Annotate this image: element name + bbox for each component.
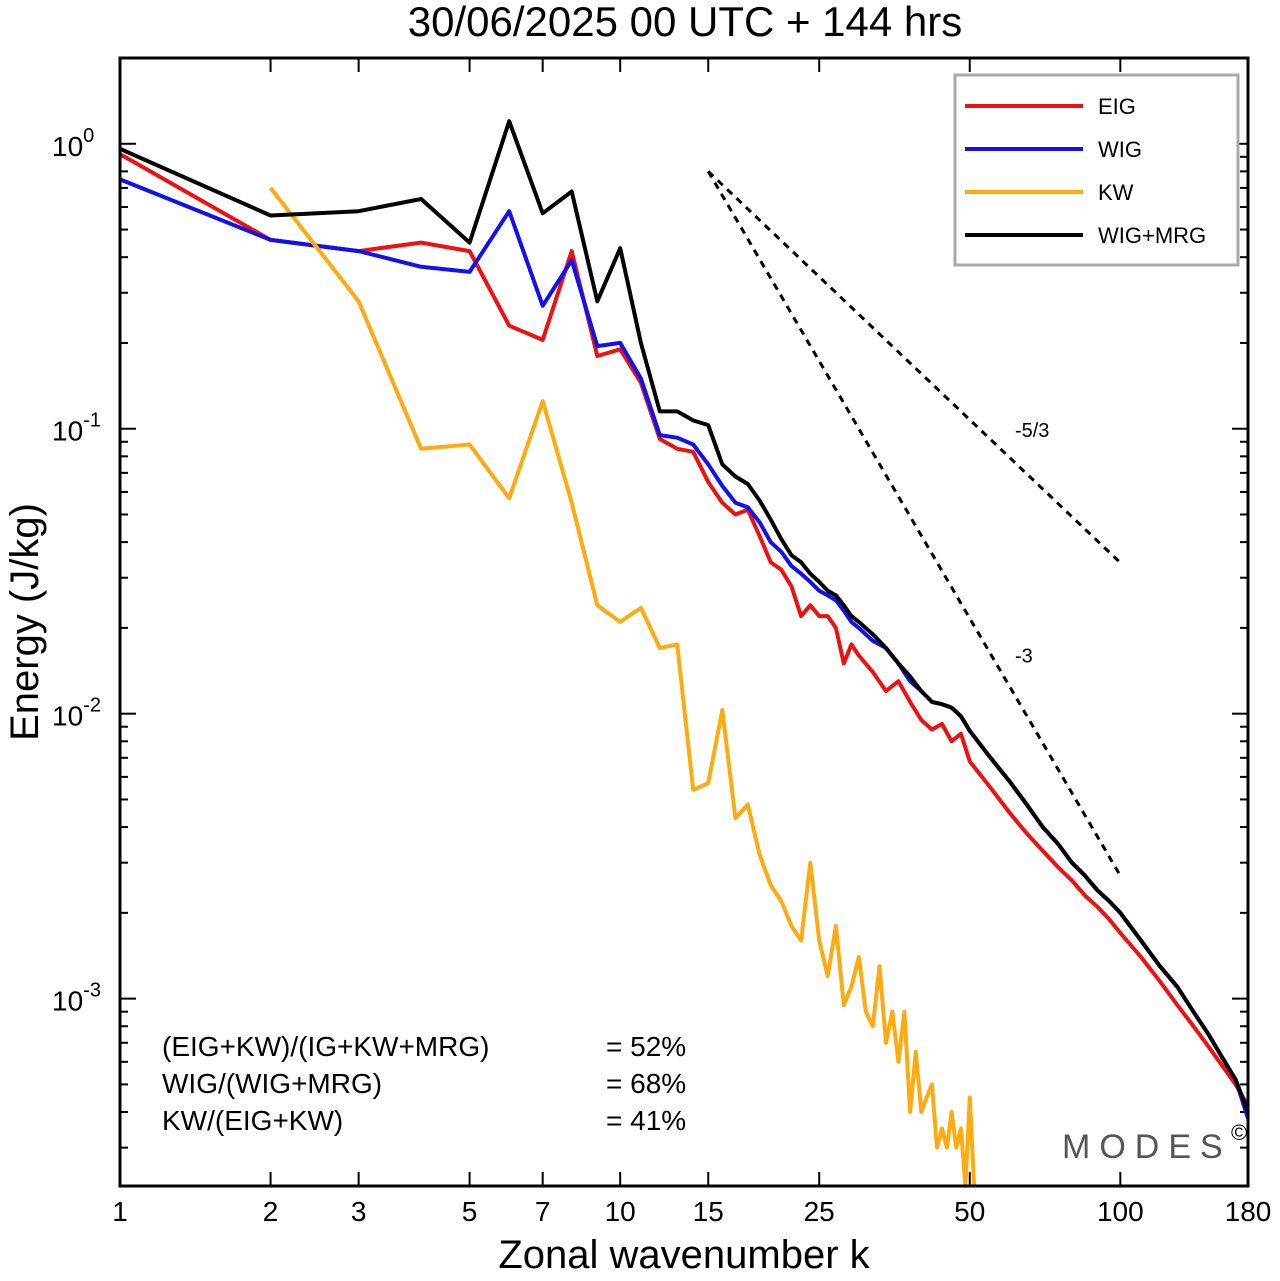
legend-label: EIG — [1098, 94, 1136, 119]
y-tick-label: 10-2 — [52, 695, 101, 732]
x-tick-label: 10 — [605, 1196, 636, 1227]
reference-slopes: -5/3 -3 — [706, 170, 1122, 877]
slope-label: -3 — [1015, 645, 1033, 667]
annotation-name: WIG/(WIG+MRG) — [162, 1068, 382, 1099]
axis-ticks: 1 2 3 5 7 10 15 25 50 100 180 100 10-1 10-2 10-3 — [52, 57, 1272, 1227]
series-line-wig-mrg — [119, 119, 1250, 1113]
legend-label: KW — [1098, 180, 1134, 205]
annotation-name: (EIG+KW)/(IG+KW+MRG) — [162, 1031, 489, 1062]
x-tick-label: 50 — [954, 1196, 985, 1227]
x-tick-label: 100 — [1097, 1196, 1144, 1227]
data-series — [119, 119, 1250, 1188]
y-tick-label: 10-1 — [52, 410, 101, 447]
x-tick-label: 1 — [112, 1196, 128, 1227]
y-tick-label: 10-3 — [52, 980, 101, 1017]
annotation-value: = 41% — [606, 1105, 686, 1136]
plot-frame — [118, 56, 1250, 1188]
x-tick-label: 180 — [1225, 1196, 1272, 1227]
ratio-annotations: (EIG+KW)/(IG+KW+MRG) = 52% WIG/(WIG+MRG) = … — [162, 1031, 686, 1136]
slope-line — [707, 170, 1122, 564]
x-axis-label: Zonal wavenumber k — [498, 1233, 870, 1277]
x-tick-label: 2 — [263, 1196, 279, 1227]
slope-label: -5/3 — [1015, 420, 1049, 442]
y-tick-label: 100 — [52, 125, 94, 162]
slope-line — [706, 170, 1122, 877]
legend: EIG WIG KW WIG+MRG — [953, 73, 1240, 267]
x-tick-label: 3 — [351, 1196, 367, 1227]
series-line-wig — [119, 177, 1250, 1120]
annotation-value: = 68% — [606, 1068, 686, 1099]
series-line-kw — [269, 186, 977, 1188]
watermark-text: MODES — [1062, 1128, 1232, 1166]
legend-label: WIG — [1098, 137, 1142, 162]
x-tick-label: 25 — [804, 1196, 835, 1227]
annotation-name: KW/(EIG+KW) — [162, 1105, 343, 1136]
x-tick-label: 5 — [462, 1196, 478, 1227]
x-tick-label: 15 — [693, 1196, 724, 1227]
modes-watermark: MODES © — [1062, 1120, 1247, 1166]
legend-label: WIG+MRG — [1098, 223, 1206, 248]
chart-title: 30/06/2025 00 UTC + 144 hrs — [408, 0, 963, 45]
annotation-value: = 52% — [606, 1031, 686, 1062]
watermark-copyright: © — [1231, 1120, 1247, 1145]
y-axis-label: Energy (J/kg) — [3, 503, 47, 741]
series-line-eig — [119, 152, 1250, 1107]
x-tick-label: 7 — [535, 1196, 551, 1227]
